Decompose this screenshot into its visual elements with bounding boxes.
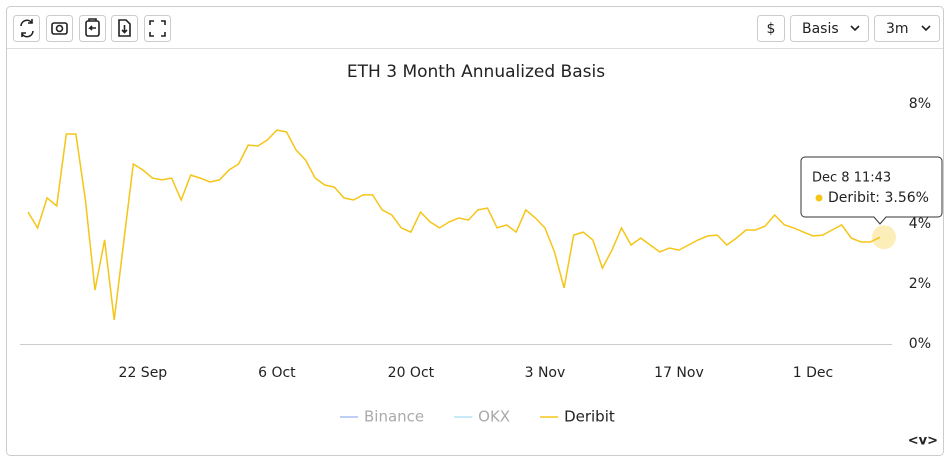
x-tick-label: 3 Nov bbox=[525, 365, 566, 381]
legend-label: Deribit bbox=[564, 408, 615, 426]
legend-label: OKX bbox=[478, 408, 510, 426]
frame bbox=[6, 6, 944, 456]
refresh-button[interactable] bbox=[13, 15, 40, 42]
screenshot-button[interactable] bbox=[46, 15, 73, 42]
x-tick-label: 17 Nov bbox=[654, 365, 704, 381]
chart-title: ETH 3 Month Annualized Basis bbox=[347, 62, 605, 82]
tooltip-box bbox=[800, 156, 943, 225]
tooltip-text: Deribit: 3.56% bbox=[828, 190, 929, 206]
currency-label: $ bbox=[767, 21, 776, 37]
copy-button[interactable] bbox=[79, 15, 106, 42]
nav-toggle[interactable]: <v> bbox=[908, 434, 938, 449]
y-tick-label: 2% bbox=[909, 276, 931, 292]
metric-select[interactable]: Basis bbox=[790, 15, 869, 42]
x-tick-label: 1 Dec bbox=[793, 365, 833, 381]
legend-item[interactable]: Deribit bbox=[540, 408, 615, 426]
data-line bbox=[27, 129, 881, 321]
legend-item[interactable]: OKX bbox=[454, 408, 510, 426]
tooltip: Dec 8 11:43 Deribit: 3.56% bbox=[800, 156, 943, 225]
range-select[interactable]: 3m bbox=[874, 15, 940, 42]
x-tick-label: 6 Oct bbox=[258, 365, 296, 381]
tooltip-title: Dec 8 11:43 bbox=[812, 171, 891, 186]
x-tick-label: 20 Oct bbox=[388, 365, 435, 381]
x-tick-label: 22 Sep bbox=[119, 365, 168, 381]
hover-marker bbox=[872, 225, 896, 250]
y-tick-label: 8% bbox=[909, 96, 931, 112]
tooltip-dot bbox=[815, 194, 823, 202]
metric-label: Basis bbox=[802, 21, 839, 37]
legend-item[interactable]: Binance bbox=[340, 408, 424, 426]
download-button[interactable] bbox=[111, 15, 138, 42]
legend-label: Binance bbox=[364, 408, 424, 426]
range-label: 3m bbox=[886, 21, 909, 37]
currency-button[interactable]: $ bbox=[757, 15, 785, 42]
y-tick-label: 0% bbox=[909, 336, 931, 352]
y-tick-label: 4% bbox=[909, 216, 931, 232]
fullscreen-button[interactable] bbox=[144, 15, 171, 42]
